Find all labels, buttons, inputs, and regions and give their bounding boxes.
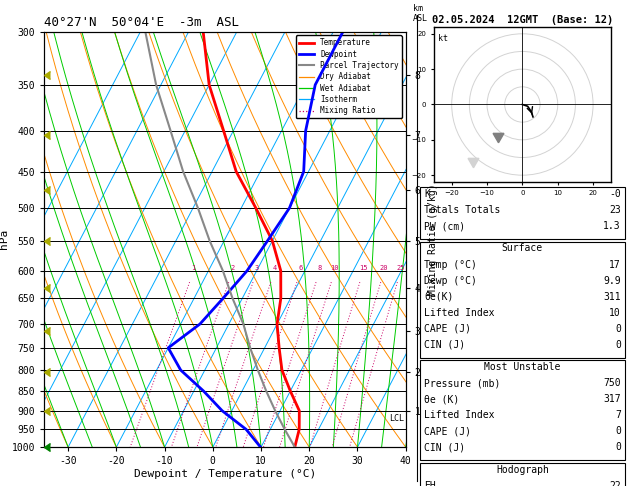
Text: CAPE (J): CAPE (J) — [424, 426, 471, 436]
Text: LCL: LCL — [389, 414, 404, 423]
Text: 6: 6 — [299, 265, 303, 271]
Text: Pressure (mb): Pressure (mb) — [424, 378, 500, 388]
Text: 0: 0 — [615, 442, 621, 452]
Text: kt: kt — [438, 34, 448, 43]
Text: 0: 0 — [615, 340, 621, 350]
Text: Surface: Surface — [502, 243, 543, 254]
Text: 3: 3 — [255, 265, 259, 271]
Text: 10: 10 — [609, 308, 621, 318]
Text: 1.3: 1.3 — [603, 221, 621, 231]
Text: θe (K): θe (K) — [424, 394, 459, 404]
Text: Most Unstable: Most Unstable — [484, 362, 560, 372]
Text: θe(K): θe(K) — [424, 292, 454, 302]
Text: 22: 22 — [609, 481, 621, 486]
Text: Dewp (°C): Dewp (°C) — [424, 276, 477, 286]
Text: 40°27'N  50°04'E  -3m  ASL: 40°27'N 50°04'E -3m ASL — [44, 16, 239, 29]
X-axis label: Dewpoint / Temperature (°C): Dewpoint / Temperature (°C) — [134, 469, 316, 479]
Text: 25: 25 — [396, 265, 405, 271]
Text: 0: 0 — [615, 324, 621, 334]
Text: CIN (J): CIN (J) — [424, 442, 465, 452]
Text: Hodograph: Hodograph — [496, 465, 549, 475]
Text: 311: 311 — [603, 292, 621, 302]
Text: 10: 10 — [331, 265, 339, 271]
Y-axis label: hPa: hPa — [0, 229, 9, 249]
Text: Lifted Index: Lifted Index — [424, 410, 494, 420]
Text: 317: 317 — [603, 394, 621, 404]
Y-axis label: Mixing Ratio (g/kg): Mixing Ratio (g/kg) — [428, 184, 438, 295]
Text: Totals Totals: Totals Totals — [424, 205, 500, 215]
Text: 20: 20 — [380, 265, 389, 271]
Text: 750: 750 — [603, 378, 621, 388]
Text: 9.9: 9.9 — [603, 276, 621, 286]
Text: 7: 7 — [615, 410, 621, 420]
Text: 2: 2 — [231, 265, 235, 271]
Text: PW (cm): PW (cm) — [424, 221, 465, 231]
Text: EH: EH — [424, 481, 436, 486]
Text: 8: 8 — [318, 265, 322, 271]
Text: CIN (J): CIN (J) — [424, 340, 465, 350]
Text: 0: 0 — [615, 426, 621, 436]
Text: 4: 4 — [272, 265, 277, 271]
Text: 1: 1 — [192, 265, 196, 271]
Text: -0: -0 — [609, 189, 621, 199]
Text: 17: 17 — [609, 260, 621, 270]
Text: CAPE (J): CAPE (J) — [424, 324, 471, 334]
Text: Lifted Index: Lifted Index — [424, 308, 494, 318]
Text: 02.05.2024  12GMT  (Base: 12): 02.05.2024 12GMT (Base: 12) — [431, 15, 613, 25]
Text: K: K — [424, 189, 430, 199]
Text: 23: 23 — [609, 205, 621, 215]
Text: km
ASL: km ASL — [413, 4, 428, 23]
Text: Temp (°C): Temp (°C) — [424, 260, 477, 270]
Legend: Temperature, Dewpoint, Parcel Trajectory, Dry Adiabat, Wet Adiabat, Isotherm, Mi: Temperature, Dewpoint, Parcel Trajectory… — [296, 35, 402, 118]
Text: 15: 15 — [359, 265, 367, 271]
